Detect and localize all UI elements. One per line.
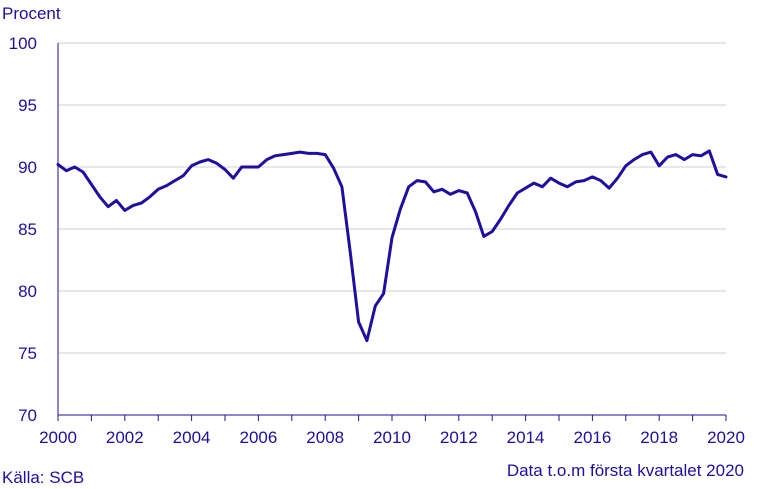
y-tick-label-95: 95 <box>18 96 37 115</box>
x-tick-label-2006: 2006 <box>239 428 277 447</box>
axes <box>57 43 727 421</box>
x-tick-label-2014: 2014 <box>507 428 545 447</box>
y-tick-label-90: 90 <box>18 158 37 177</box>
y-tick-label-100: 100 <box>9 34 37 53</box>
y-tick-labels: 70 75 80 85 90 95 100 <box>9 34 37 425</box>
y-tick-label-80: 80 <box>18 282 37 301</box>
x-tick-labels: 2000 2002 2004 2006 2008 2010 2012 2014 2016 2018… <box>39 428 745 447</box>
x-tick-label-2020: 2020 <box>707 428 745 447</box>
x-tick-label-2012: 2012 <box>440 428 478 447</box>
data-coverage-note: Data t.o.m första kvartalet 2020 <box>506 461 744 480</box>
source-note: Källa: SCB <box>2 468 85 487</box>
y-tick-label-70: 70 <box>18 406 37 425</box>
x-tick-label-2008: 2008 <box>306 428 344 447</box>
x-tick-label-2018: 2018 <box>640 428 678 447</box>
y-axis-title: Procent <box>2 4 61 23</box>
x-tick-label-2010: 2010 <box>373 428 411 447</box>
series-line-0 <box>56 149 728 343</box>
gridlines <box>58 42 726 354</box>
x-tick-label-2000: 2000 <box>39 428 77 447</box>
series-group <box>56 149 728 343</box>
x-tick-label-2004: 2004 <box>173 428 211 447</box>
y-tick-label-75: 75 <box>18 344 37 363</box>
y-tick-label-85: 85 <box>18 220 37 239</box>
x-tick-label-2002: 2002 <box>106 428 144 447</box>
x-tick-label-2016: 2016 <box>573 428 611 447</box>
